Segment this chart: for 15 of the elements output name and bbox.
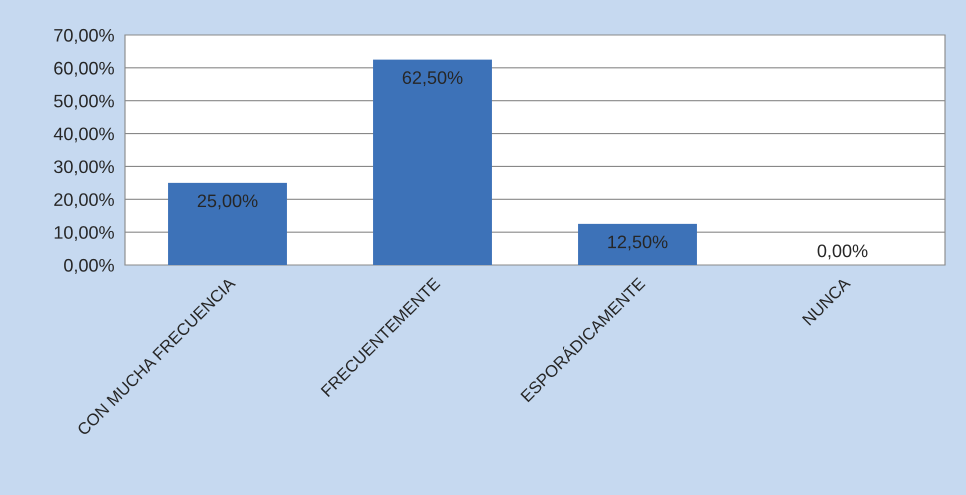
y-tick-label: 30,00% bbox=[54, 160, 114, 176]
bar bbox=[373, 60, 492, 265]
bar bbox=[578, 224, 697, 265]
y-tick-label: 20,00% bbox=[54, 193, 114, 208]
bar bbox=[168, 182, 287, 265]
y-tick-label: 70,00% bbox=[54, 28, 114, 44]
data-label: 0,00% bbox=[818, 244, 868, 260]
y-tick-label: 40,00% bbox=[54, 128, 114, 142]
data-label: 25,00% bbox=[198, 194, 258, 210]
y-tick-label: 10,00% bbox=[54, 226, 114, 241]
y-tick-label: 60,00% bbox=[54, 62, 114, 77]
y-tick-label: 0,00% bbox=[64, 258, 114, 274]
y-tick-label: 50,00% bbox=[54, 94, 114, 110]
data-label: 12,50% bbox=[608, 236, 668, 250]
data-label: 62,50% bbox=[402, 71, 462, 86]
